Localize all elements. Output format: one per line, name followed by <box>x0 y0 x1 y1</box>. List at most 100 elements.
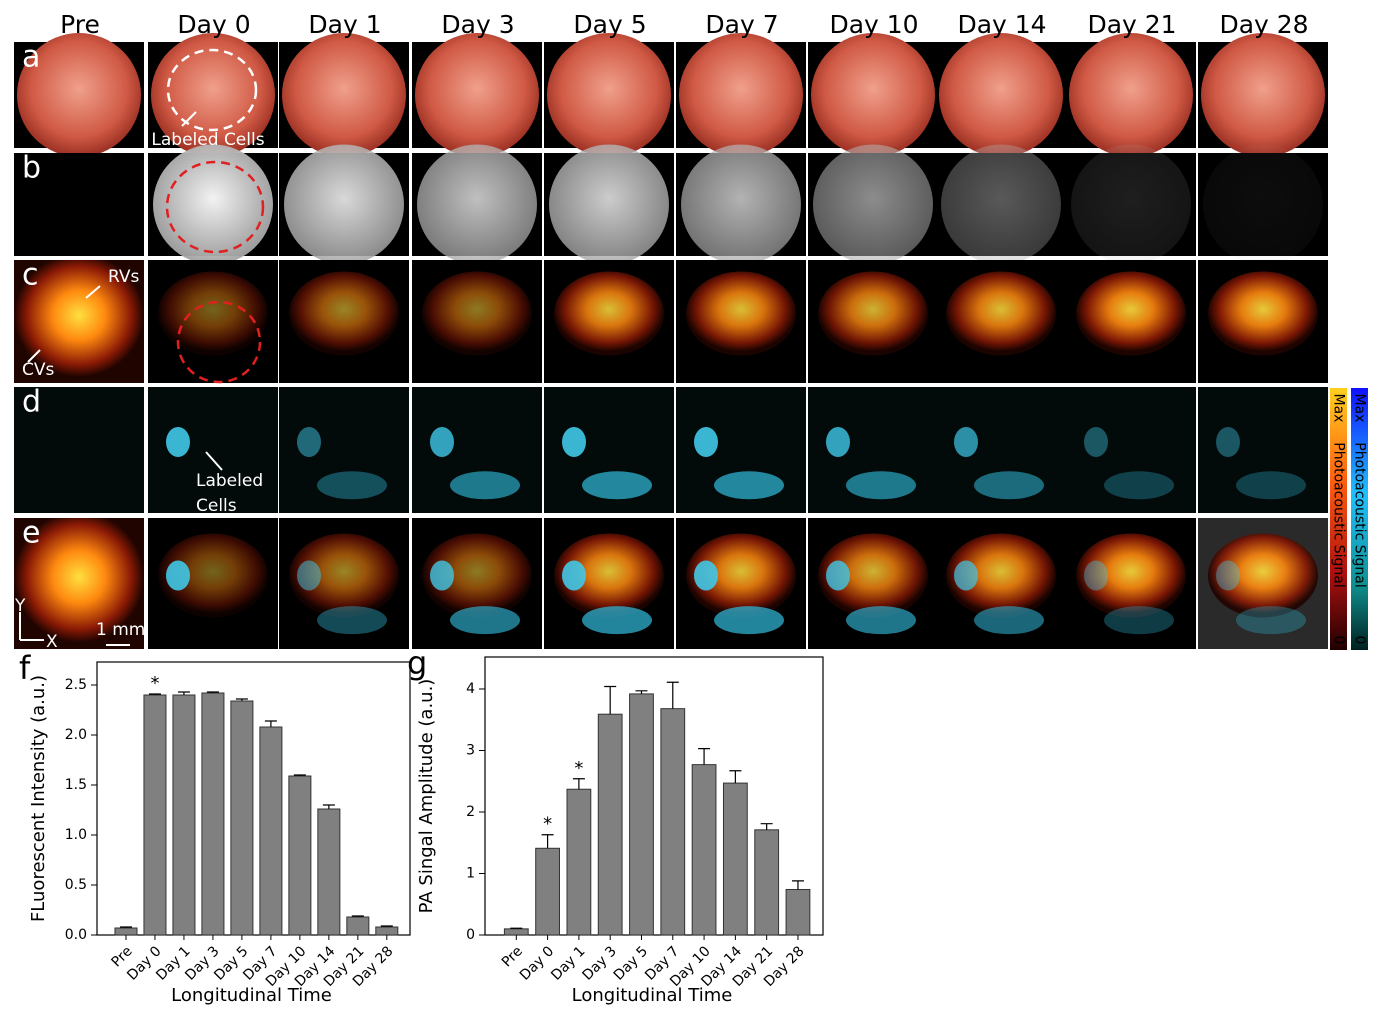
cells <box>974 471 1044 499</box>
bar <box>318 809 340 935</box>
y-tick-label: 0.5 <box>65 877 87 893</box>
bar <box>598 714 622 935</box>
fluorescence <box>1071 145 1191 265</box>
bar <box>536 848 560 935</box>
y-axis-title: FLuorescent Intensity (a.u.) <box>28 675 49 922</box>
fluorescence <box>941 145 1061 265</box>
fundus <box>547 33 671 157</box>
y-tick-label: 2 <box>466 804 475 820</box>
cells <box>846 606 916 634</box>
colorbar-label: Max <box>1352 394 1368 423</box>
cells <box>450 471 520 499</box>
cells <box>562 427 586 457</box>
y-tick-label: 4 <box>466 681 475 697</box>
error-bar <box>323 805 335 809</box>
image-bg <box>148 387 278 513</box>
bar <box>289 776 311 935</box>
colorbar-label: 0 <box>1331 636 1347 645</box>
y-tick-label: 1.0 <box>65 827 87 843</box>
cells <box>562 561 586 591</box>
bar <box>786 889 810 935</box>
cells <box>1236 471 1306 499</box>
fluorescence <box>813 145 933 265</box>
row-label: e <box>22 516 40 551</box>
pa-image <box>422 272 532 356</box>
colorbar-label: Photoacoustic Signal <box>1352 442 1368 587</box>
bar <box>347 917 369 935</box>
x-axis-title: Longitudinal Time <box>572 985 733 1006</box>
cells <box>430 427 454 457</box>
cells <box>1084 561 1108 591</box>
pa-image <box>1076 272 1186 356</box>
fundus <box>939 33 1063 157</box>
annotation: X <box>46 632 58 652</box>
fluorescence <box>284 145 404 265</box>
x-tick-label: Day 5 <box>611 943 651 983</box>
cells <box>166 427 190 457</box>
column-header: Day 10 <box>829 10 918 39</box>
fluorescence <box>417 145 537 265</box>
cells <box>582 471 652 499</box>
annotation: Cells <box>196 496 237 516</box>
image-panels <box>14 33 1328 649</box>
significance: * <box>543 814 552 835</box>
colorbar-label: 0 <box>1352 636 1368 645</box>
annotation: Labeled <box>196 471 263 491</box>
bar <box>661 709 685 935</box>
bar <box>755 830 779 935</box>
pa-image <box>1208 272 1318 356</box>
y-tick-label: 1.5 <box>65 777 87 793</box>
fluorescence <box>549 145 669 265</box>
y-tick-label: 2.0 <box>65 727 87 743</box>
panel-label: f <box>19 649 31 687</box>
bar <box>231 701 253 935</box>
y-tick-label: 2.5 <box>65 677 87 693</box>
x-tick-label: Day 0 <box>517 943 557 983</box>
error-bar <box>542 835 554 849</box>
cells <box>826 427 850 457</box>
pa-image <box>946 272 1056 356</box>
error-bar <box>792 881 804 890</box>
significance: * <box>150 673 159 694</box>
cells <box>430 561 454 591</box>
cells <box>694 427 718 457</box>
annotation: CVs <box>22 360 54 380</box>
column-header: Day 7 <box>705 10 778 39</box>
annotation: RVs <box>108 267 140 287</box>
fundus <box>679 33 803 157</box>
cells <box>297 561 321 591</box>
bar <box>723 783 747 935</box>
column-header: Pre <box>60 10 100 39</box>
column-header: Day 14 <box>957 10 1046 39</box>
fundus <box>282 33 406 157</box>
cells <box>714 606 784 634</box>
cells <box>846 471 916 499</box>
column-header: Day 3 <box>441 10 514 39</box>
y-tick-label: 0.0 <box>65 927 87 943</box>
error-bar <box>729 771 741 783</box>
x-axis-title: Longitudinal Time <box>171 985 332 1006</box>
x-tick-label: Day 1 <box>548 943 588 983</box>
bar <box>692 765 716 935</box>
column-header: Day 5 <box>573 10 646 39</box>
column-header: Day 21 <box>1087 10 1176 39</box>
fundus <box>811 33 935 157</box>
bar <box>202 693 224 935</box>
cells <box>974 606 1044 634</box>
error-bar <box>761 824 773 830</box>
cells <box>450 606 520 634</box>
column-header: Day 0 <box>177 10 250 39</box>
bar <box>630 694 654 935</box>
y-tick-label: 1 <box>466 865 475 881</box>
colorbar-label: Max <box>1331 394 1347 423</box>
pa-image <box>158 272 268 356</box>
column-header: Day 1 <box>308 10 381 39</box>
pa-image <box>554 272 664 356</box>
panel-label: g <box>407 644 427 682</box>
cells <box>694 561 718 591</box>
colorbar-label: Photoacoustic Signal <box>1331 442 1347 587</box>
annotation: 1 mm <box>96 620 145 640</box>
cells <box>954 561 978 591</box>
error-bar <box>573 779 585 789</box>
